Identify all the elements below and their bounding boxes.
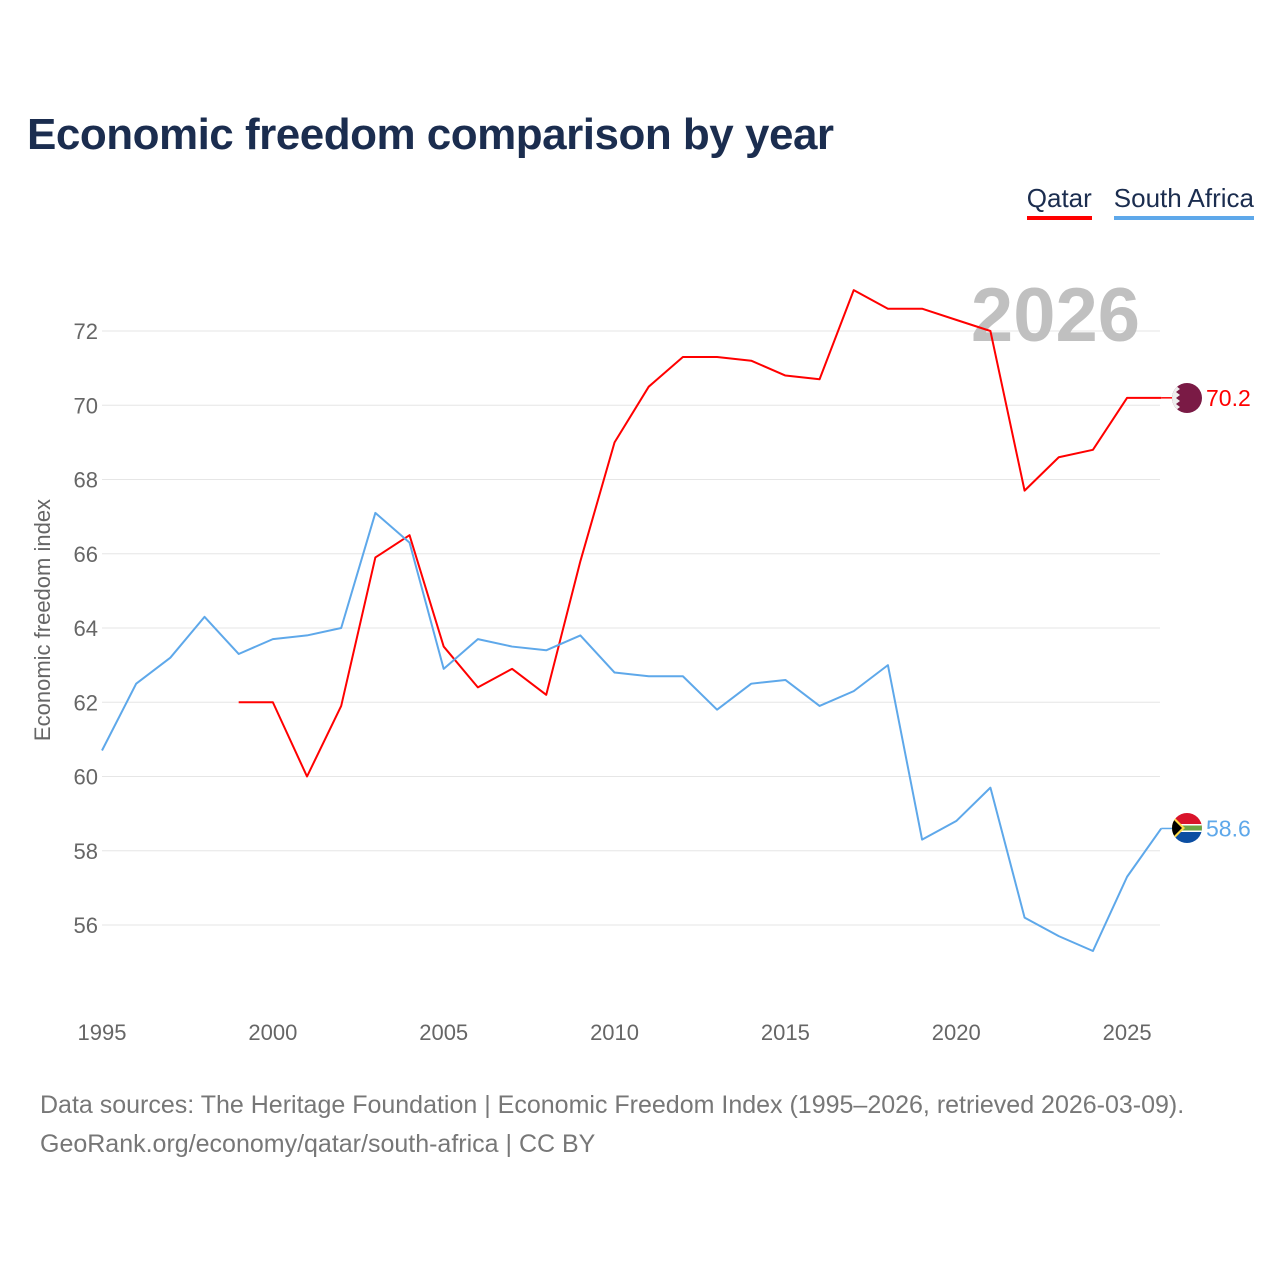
x-tick-label: 2005	[419, 1020, 468, 1045]
y-axis-label: Economic freedom index	[30, 499, 55, 741]
x-tick-label: 2020	[932, 1020, 981, 1045]
y-tick-label: 56	[74, 913, 98, 938]
y-tick-label: 70	[74, 393, 98, 418]
qatar-flag-icon	[1172, 383, 1202, 413]
x-tick-label: 2000	[248, 1020, 297, 1045]
south-africa-flag-icon	[1172, 813, 1202, 843]
legend-south-africa[interactable]: South Africa	[1113, 183, 1254, 220]
x-tick-label: 2010	[590, 1020, 639, 1045]
y-tick-label: 58	[74, 839, 98, 864]
end-value-label: 58.6	[1206, 815, 1251, 841]
y-tick-label: 62	[74, 690, 98, 715]
x-tick-label: 2015	[761, 1020, 810, 1045]
year-watermark: 2026	[971, 273, 1140, 358]
y-tick-label: 68	[74, 468, 98, 493]
x-tick-label: 1995	[78, 1020, 127, 1045]
y-tick-label: 72	[74, 319, 98, 344]
footer-link[interactable]: GeoRank.org/economy/qatar/south-africa |…	[40, 1130, 596, 1158]
footer: Data sources: The Heritage Foundation | …	[40, 1086, 1184, 1164]
footer-sources: Data sources: The Heritage Foundation | …	[40, 1091, 1185, 1119]
series-line-qatar	[238, 289, 1162, 778]
y-tick-label: 64	[74, 616, 98, 641]
chart-title: Economic freedom comparison by year	[27, 110, 834, 159]
y-tick-label: 66	[74, 542, 98, 567]
legend-qatar[interactable]: Qatar	[1026, 183, 1092, 220]
y-tick-label: 60	[74, 765, 98, 790]
x-tick-label: 2025	[1103, 1020, 1152, 1045]
series-line-south-africa	[101, 511, 1163, 952]
legend: Qatar South Africa	[1026, 183, 1254, 220]
end-value-label: 70.2	[1206, 385, 1251, 411]
